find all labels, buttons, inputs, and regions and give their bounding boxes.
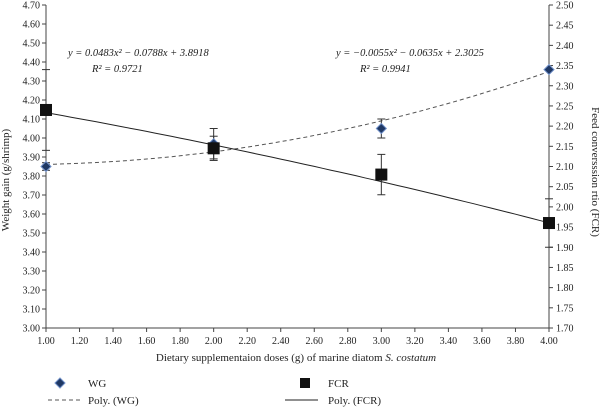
wg-r-squared: R² = 0.9721 xyxy=(91,64,143,75)
y-left-tick-label: 4.10 xyxy=(23,115,41,126)
wg-fit-line xyxy=(45,71,550,165)
y-right-tick-label: 2.45 xyxy=(556,21,574,32)
fcr-point xyxy=(40,103,52,116)
legend-wg-label: WG xyxy=(88,378,106,390)
error-bars xyxy=(42,69,553,248)
x-tick-label: 4.00 xyxy=(540,336,558,347)
y-left-tick-label: 4.60 xyxy=(23,20,41,31)
y-right-tick-label: 1.85 xyxy=(556,263,574,274)
x-axis-title-species: S. costatum xyxy=(385,352,436,364)
x-tick-label: 1.80 xyxy=(171,336,189,347)
y-left-tick-label: 3.80 xyxy=(23,172,41,183)
x-tick-label: 1.00 xyxy=(37,336,55,347)
fcr-point xyxy=(207,142,220,155)
x-tick-label: 2.00 xyxy=(205,336,223,347)
x-tick-label: 3.00 xyxy=(373,336,391,347)
x-tick-label: 3.80 xyxy=(507,336,525,347)
fit-lines xyxy=(45,71,550,224)
y-left-tick-label: 4.30 xyxy=(23,77,41,88)
legend-fcr-marker xyxy=(300,378,310,388)
y-right-tick-label: 2.05 xyxy=(556,182,574,193)
y-right-tick-label: 1.75 xyxy=(556,303,574,314)
fcr-equation: y = −0.0055x² − 0.0635x + 2.3025 xyxy=(335,48,484,59)
y-right-tick-label: 2.15 xyxy=(556,142,574,153)
y-left-tick-label: 3.90 xyxy=(23,153,41,164)
fcr-point xyxy=(543,217,555,230)
x-tick-label: 1.20 xyxy=(71,336,89,347)
wg-equation: y = 0.0483x² − 0.0788x + 3.8918 xyxy=(67,48,210,59)
y-left-tick-label: 4.00 xyxy=(23,134,41,145)
y-left-tick-label: 4.70 xyxy=(23,1,41,12)
fcr-r-squared: R² = 0.9941 xyxy=(359,64,411,75)
wg-point xyxy=(543,63,555,76)
x-axis-title: Dietary supplementaion doses (g) of mari… xyxy=(156,352,436,364)
y-left-tick-label: 4.50 xyxy=(23,39,41,50)
y-right-tick-label: 2.10 xyxy=(556,162,574,173)
y-right-tick-label: 1.95 xyxy=(556,223,574,234)
y-left-tick-label: 3.10 xyxy=(23,305,41,316)
legend: WG Poly. (WG) FCR Poly. (FCR) xyxy=(48,377,381,407)
y-left-tick-label: 3.30 xyxy=(23,267,41,278)
x-tick-label: 3.20 xyxy=(406,336,424,347)
wg-point xyxy=(375,122,388,135)
y-right-axis-title: Feed conversssion rtio (FCR) xyxy=(589,107,600,237)
ticks: 1.00 1.20 1.40 1.60 1.80 2.00 2.20 2.40 2.60 2.80… xyxy=(23,1,574,348)
y-left-tick-label: 4.40 xyxy=(23,58,41,69)
y-right-tick-label: 1.90 xyxy=(556,243,574,254)
x-tick-label: 2.20 xyxy=(238,336,256,347)
y-left-tick-label: 4.20 xyxy=(23,96,41,107)
y-left-tick-label: 3.70 xyxy=(23,191,41,202)
y-left-tick-label: 3.40 xyxy=(23,248,41,259)
x-tick-label: 1.60 xyxy=(138,336,156,347)
y-left-tick-label: 3.20 xyxy=(23,286,41,297)
y-right-tick-label: 2.50 xyxy=(556,1,574,12)
x-tick-label: 1.40 xyxy=(104,336,122,347)
y-left-tick-label: 3.00 xyxy=(23,324,41,335)
y-right-tick-label: 1.80 xyxy=(556,283,574,294)
x-axis-title-main: Dietary supplementaion doses (g) of mari… xyxy=(156,352,383,364)
y-left-axis-title: Weight gain (g/shrimp) xyxy=(0,128,12,231)
x-tick-label: 2.80 xyxy=(339,336,357,347)
x-tick-label: 2.40 xyxy=(272,336,290,347)
data-markers xyxy=(40,63,555,230)
y-left-tick-label: 3.60 xyxy=(23,210,41,221)
legend-fcr-label: FCR xyxy=(328,378,349,390)
legend-fcr-fit-label: Poly. (FCR) xyxy=(328,395,381,407)
y-right-tick-label: 2.25 xyxy=(556,101,574,112)
y-left-tick-label: 3.50 xyxy=(23,229,41,240)
legend-wg-marker xyxy=(54,377,66,389)
x-tick-label: 3.60 xyxy=(473,336,491,347)
x-tick-label: 2.60 xyxy=(306,336,324,347)
fcr-fit-line xyxy=(45,112,550,224)
y-right-tick-label: 2.20 xyxy=(556,122,574,133)
y-right-tick-label: 2.40 xyxy=(556,41,574,52)
y-right-tick-label: 2.35 xyxy=(556,61,574,72)
y-right-tick-label: 2.00 xyxy=(556,202,574,213)
fcr-point xyxy=(375,168,388,181)
x-tick-label: 3.40 xyxy=(440,336,458,347)
y-right-tick-label: 1.70 xyxy=(556,324,574,335)
wg-point xyxy=(40,160,52,173)
y-right-tick-label: 2.30 xyxy=(556,81,574,92)
legend-wg-fit-label: Poly. (WG) xyxy=(88,395,139,407)
